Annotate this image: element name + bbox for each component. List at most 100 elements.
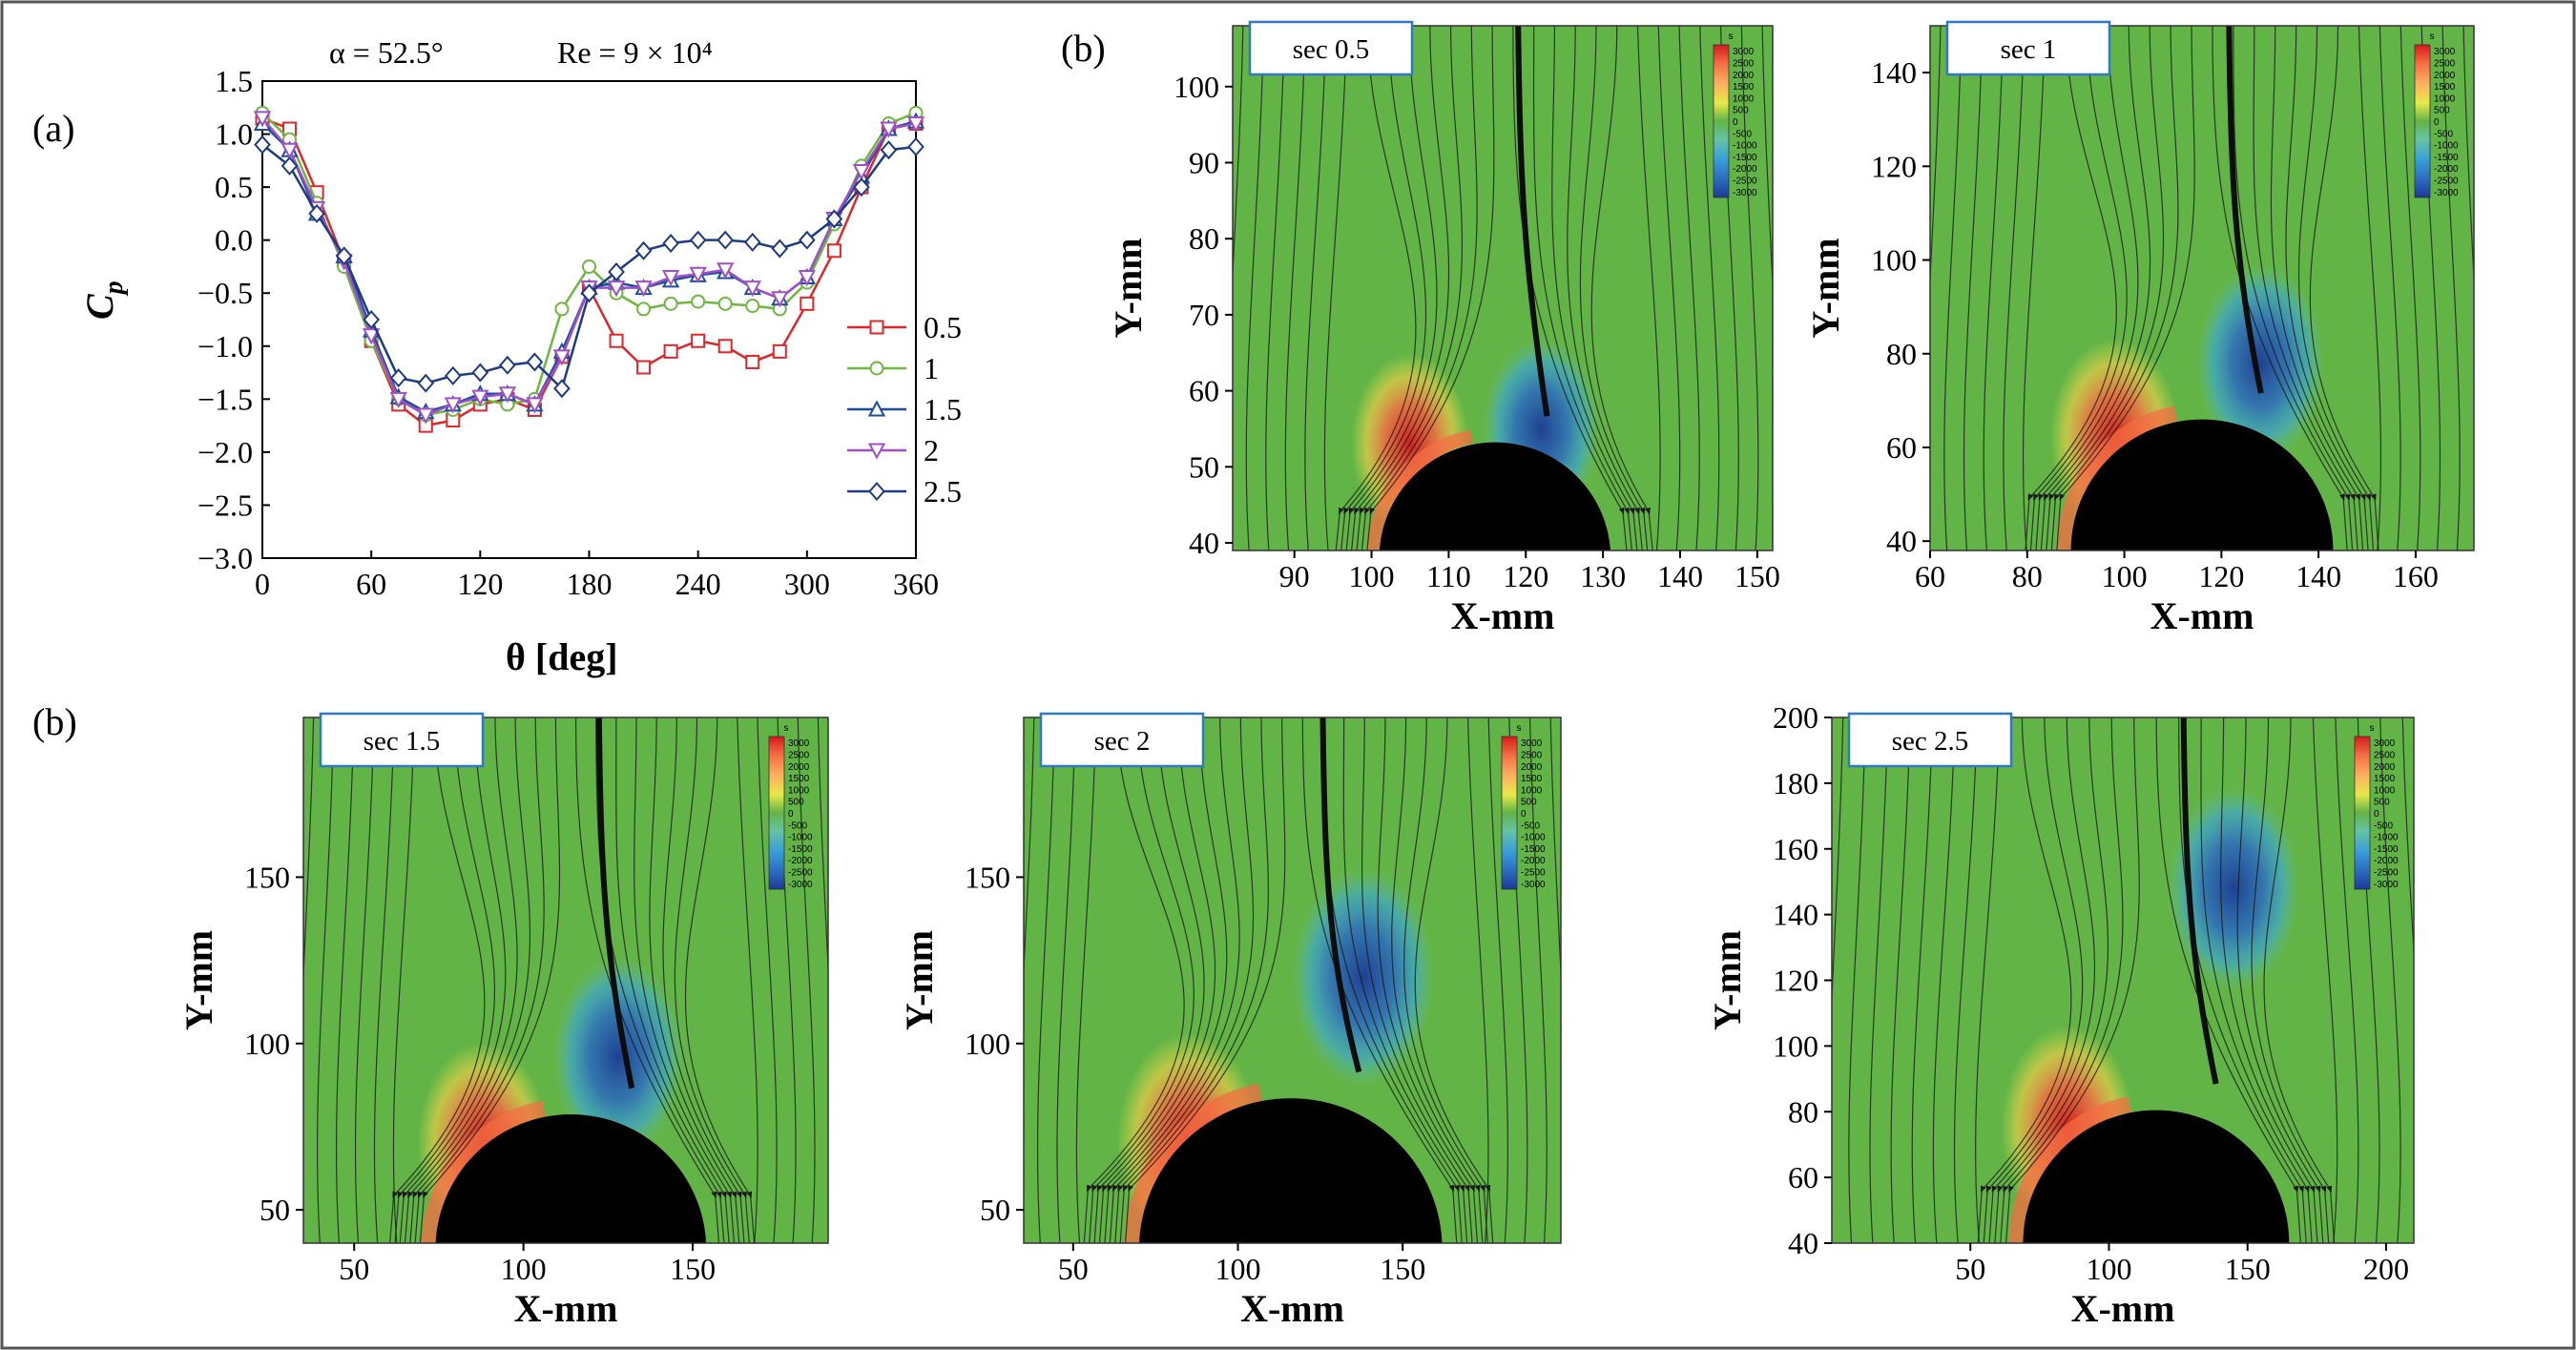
data-point (444, 365, 462, 385)
x-tick-label: 130 (1580, 559, 1626, 593)
streamline (2379, 717, 2401, 1243)
streamline (1119, 717, 1269, 1243)
streamline (354, 717, 375, 1243)
colorbar-tick-label: -2500 (788, 868, 813, 879)
colorbar-title: s (1729, 31, 1734, 42)
y-tick-label: 100 (244, 1027, 290, 1061)
colorbar-tick-label: 2500 (2434, 58, 2456, 69)
streamline (2253, 26, 2358, 550)
x-tick-label: 100 (1349, 559, 1395, 593)
data-point (772, 343, 787, 359)
streamline (1351, 26, 1450, 550)
streamline (2309, 26, 2379, 550)
colorbar-title: s (2430, 31, 2435, 42)
streamline (2462, 26, 2474, 291)
streamline (1114, 717, 1255, 1243)
x-tick-label: 100 (501, 1252, 547, 1286)
data-point (907, 136, 924, 156)
streamline (1323, 26, 1348, 550)
colorbar-tick-label: -500 (1521, 820, 1540, 831)
data-point (743, 280, 761, 298)
streamlines (303, 717, 828, 1243)
streamline (2441, 26, 2461, 550)
data-point (363, 309, 381, 330)
streamline (1528, 717, 1548, 1243)
streamline (1975, 717, 2001, 1243)
section-badge (1039, 712, 1205, 768)
y-tick-label: 150 (244, 860, 290, 894)
data-point (389, 391, 407, 408)
colorbar-tick-label: -2000 (788, 856, 813, 866)
cp-axis-title: Cp (78, 280, 129, 320)
colorbar-tick-label: 3000 (2434, 47, 2456, 57)
colorbar-tick-label: -1000 (788, 833, 813, 843)
streamline (2025, 26, 2117, 550)
streamline (674, 717, 750, 1243)
streamline (1549, 717, 1561, 985)
streamline (2046, 26, 2165, 550)
colorbar-tick-label: 1000 (788, 785, 810, 796)
y-tick-label: 50 (260, 1193, 290, 1227)
cylinder-body (435, 1114, 707, 1243)
data-point (745, 354, 760, 369)
y-axis-title: Y-mm (898, 930, 941, 1030)
y-tick-label: 1.5 (215, 64, 253, 98)
x-axis-title: X-mm (2071, 1287, 2175, 1330)
data-point (717, 339, 733, 354)
colorbar-tick-label: 1500 (788, 774, 810, 784)
data-point (308, 203, 325, 223)
data-point (634, 280, 653, 298)
colorbar-tick-label: -3000 (1521, 880, 1546, 890)
colorbar-tick-label: -2500 (1521, 868, 1546, 879)
colorbar (1501, 736, 1518, 890)
streamline (1340, 26, 1427, 550)
data-point (471, 363, 489, 383)
plot-frame (302, 717, 829, 1244)
y-tick-label: 100 (1174, 70, 1219, 104)
data-point (498, 386, 517, 404)
y-tick-label: 120 (1773, 964, 1818, 998)
x-tick-label: 150 (1380, 1252, 1425, 1286)
shear-layer-band (1124, 1083, 1262, 1243)
streamline (414, 717, 545, 1243)
streamline (1953, 717, 1979, 1243)
streamline (684, 717, 756, 1243)
y-tick-label: 0.0 (215, 223, 253, 258)
y-tick-label: 140 (1871, 55, 1917, 90)
reynolds-annotation: Re = 9 × 10⁴ (557, 35, 713, 70)
streamline (2056, 26, 2195, 550)
colorbar-tick-label: 0 (2434, 117, 2440, 128)
section-badge-label: sec 1 (2001, 34, 2057, 65)
y-axis-title: Y-mm (1107, 238, 1150, 338)
flow-field (1233, 26, 1773, 550)
streamline (1361, 26, 1478, 550)
colorbar-tick-label: 1500 (2374, 774, 2396, 784)
streamline (409, 717, 531, 1243)
streamline (2401, 717, 2414, 960)
streamline (303, 717, 315, 987)
data-point (717, 262, 735, 280)
colorbar-tick-label: -2500 (2434, 177, 2459, 187)
y-tick-label: −2.5 (197, 488, 253, 522)
colorbar-tick-label: 3000 (788, 738, 810, 749)
colorbar (768, 736, 785, 890)
streamline (1567, 26, 1643, 550)
streamline (1678, 26, 1700, 550)
data-point (253, 111, 272, 128)
section-badge (319, 712, 485, 768)
colorbar-tick-label: 0 (788, 809, 794, 820)
y-axis-title: Y-mm (1804, 238, 1847, 338)
data-point (254, 135, 271, 155)
flow-field (1930, 26, 2474, 550)
y-tick-label: 90 (1189, 145, 1219, 179)
colorbar-tick-label: 2000 (788, 762, 810, 773)
colorbar-tick-label: -1500 (788, 844, 813, 855)
data-point (552, 349, 571, 366)
legend-label: 2 (924, 433, 939, 467)
streamline (1233, 26, 1244, 285)
data-point (745, 299, 760, 314)
x-tick-label: 160 (2393, 559, 2439, 593)
colorbar (1713, 44, 1730, 198)
streamline (1983, 717, 2084, 1243)
data-point (743, 232, 761, 252)
